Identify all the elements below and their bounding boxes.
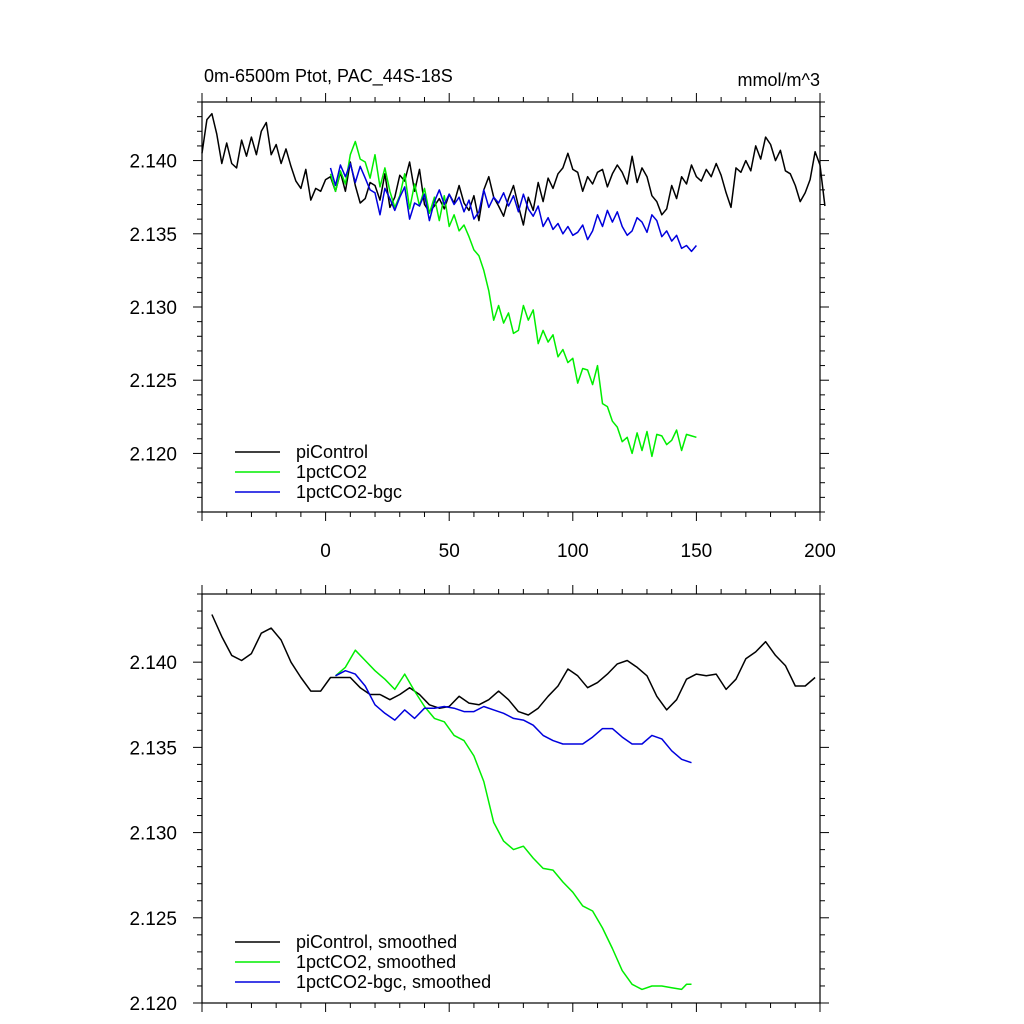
series-line bbox=[335, 649, 692, 991]
x-tick-label: 100 bbox=[557, 541, 589, 562]
legend-label: 1pctCO2 bbox=[296, 462, 367, 482]
legend-label: piControl, smoothed bbox=[296, 932, 457, 952]
y-tick-label: 2.135 bbox=[129, 738, 177, 759]
units-label: mmol/m^3 bbox=[738, 70, 820, 90]
series-line bbox=[201, 112, 826, 226]
top-panel: 0 50 100 150 200 2.120 2.125 2.130 2.135 2.140 piC… bbox=[129, 93, 836, 562]
y-tick-label: 2.125 bbox=[129, 371, 177, 392]
y-tick-label: 2.135 bbox=[129, 225, 177, 246]
series-line bbox=[335, 669, 692, 764]
legend-label: piControl bbox=[296, 442, 368, 462]
legend-label: 1pctCO2-bgc bbox=[296, 482, 402, 502]
legend-label: 1pctCO2-bgc, smoothed bbox=[296, 972, 491, 992]
y-tick-label: 2.120 bbox=[129, 994, 177, 1015]
y-tick-label: 2.125 bbox=[129, 909, 177, 930]
y-tick-label: 2.120 bbox=[129, 444, 177, 465]
x-tick-label: 0 bbox=[320, 541, 331, 562]
bottom-panel: 2.120 2.125 2.130 2.135 2.140 piControl, smoo… bbox=[129, 585, 829, 1015]
legend-label: 1pctCO2, smoothed bbox=[296, 952, 456, 972]
series-line bbox=[329, 140, 697, 458]
chart-title: 0m-6500m Ptot, PAC_44S-18S bbox=[204, 66, 453, 87]
y-tick-label: 2.140 bbox=[129, 152, 177, 173]
y-tick-label: 2.140 bbox=[129, 653, 177, 674]
series-line bbox=[329, 162, 697, 253]
plot-frame bbox=[201, 593, 821, 1004]
series-line bbox=[211, 614, 816, 716]
x-tick-label: 50 bbox=[439, 541, 460, 562]
x-tick-label: 150 bbox=[681, 541, 713, 562]
plot-frame bbox=[201, 101, 821, 513]
x-tick-label: 200 bbox=[804, 541, 836, 562]
y-tick-label: 2.130 bbox=[129, 824, 177, 845]
y-tick-label: 2.130 bbox=[129, 298, 177, 319]
